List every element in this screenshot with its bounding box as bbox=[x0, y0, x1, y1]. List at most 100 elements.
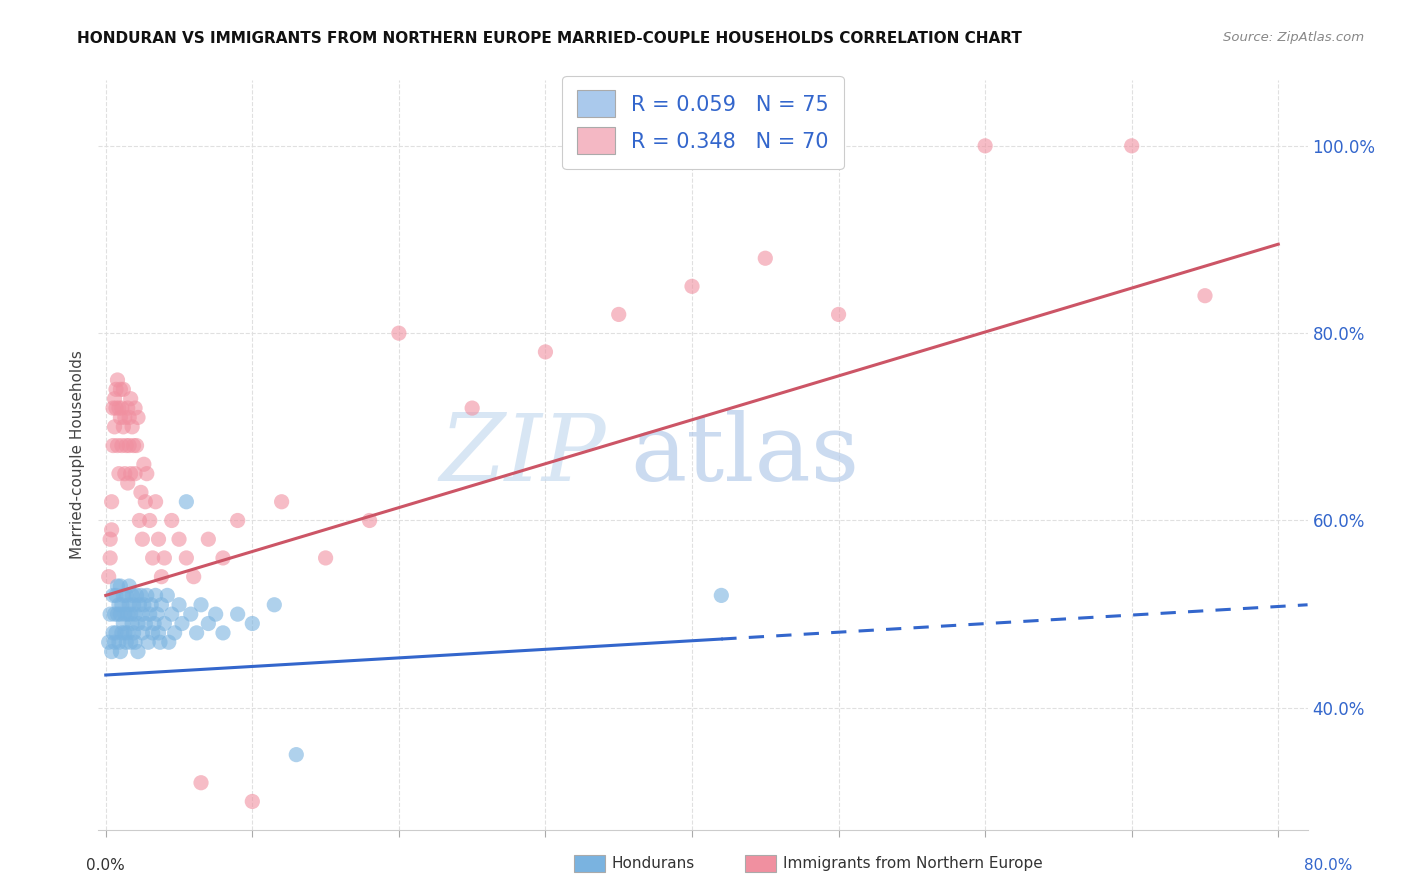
Legend: R = 0.059   N = 75, R = 0.348   N = 70: R = 0.059 N = 75, R = 0.348 N = 70 bbox=[562, 76, 844, 169]
Point bbox=[160, 607, 183, 621]
Point bbox=[120, 635, 142, 649]
Point bbox=[103, 607, 125, 621]
Point bbox=[108, 598, 131, 612]
Point bbox=[100, 494, 122, 508]
Point bbox=[107, 438, 129, 452]
Text: Source: ZipAtlas.com: Source: ZipAtlas.com bbox=[1223, 31, 1364, 45]
Point bbox=[105, 589, 128, 603]
Point bbox=[226, 514, 249, 528]
Point bbox=[145, 589, 167, 603]
Point bbox=[149, 635, 172, 649]
Point bbox=[607, 307, 630, 322]
Point bbox=[163, 626, 186, 640]
Point bbox=[107, 373, 129, 387]
Point bbox=[204, 607, 226, 621]
Point bbox=[98, 550, 121, 566]
Point bbox=[110, 644, 132, 658]
Point bbox=[270, 494, 292, 508]
Point bbox=[114, 626, 136, 640]
Point bbox=[103, 635, 125, 649]
Point bbox=[128, 598, 150, 612]
Point bbox=[114, 607, 136, 621]
Point bbox=[108, 401, 131, 416]
Point bbox=[121, 589, 143, 603]
Point bbox=[124, 401, 146, 416]
Point bbox=[190, 776, 212, 790]
Point bbox=[974, 138, 997, 153]
Point bbox=[129, 589, 152, 603]
Text: Immigrants from Northern Europe: Immigrants from Northern Europe bbox=[783, 856, 1043, 871]
Point bbox=[197, 532, 219, 546]
Point bbox=[105, 382, 128, 396]
Point bbox=[117, 401, 139, 416]
Point bbox=[110, 579, 132, 593]
Point bbox=[112, 616, 135, 631]
Point bbox=[117, 626, 139, 640]
Point bbox=[186, 626, 208, 640]
Point bbox=[114, 467, 136, 481]
Point bbox=[105, 626, 128, 640]
Point bbox=[138, 607, 160, 621]
Point bbox=[131, 532, 153, 546]
Point bbox=[143, 616, 166, 631]
Point bbox=[135, 589, 157, 603]
Point bbox=[107, 607, 129, 621]
Point bbox=[125, 589, 148, 603]
Point bbox=[190, 598, 212, 612]
Point bbox=[110, 410, 132, 425]
Point bbox=[110, 607, 132, 621]
Point bbox=[148, 626, 170, 640]
Point bbox=[135, 467, 157, 481]
Point bbox=[315, 550, 337, 566]
Point bbox=[240, 616, 263, 631]
Point bbox=[101, 401, 124, 416]
Point bbox=[100, 523, 122, 537]
Point bbox=[285, 747, 308, 762]
Point bbox=[118, 438, 141, 452]
Point bbox=[359, 514, 381, 528]
Point bbox=[107, 579, 129, 593]
Point bbox=[114, 410, 136, 425]
Point bbox=[97, 569, 120, 583]
Point bbox=[111, 626, 134, 640]
Bar bbox=[574, 855, 605, 872]
Point bbox=[263, 598, 285, 612]
Point bbox=[128, 514, 150, 528]
Text: atlas: atlas bbox=[630, 410, 859, 500]
Point bbox=[138, 514, 160, 528]
Point bbox=[120, 467, 142, 481]
Point bbox=[108, 635, 131, 649]
Point bbox=[176, 494, 198, 508]
Point bbox=[156, 589, 179, 603]
Point bbox=[136, 635, 159, 649]
Point bbox=[160, 514, 183, 528]
Point bbox=[101, 438, 124, 452]
Point bbox=[97, 635, 120, 649]
Point bbox=[132, 457, 155, 471]
Point bbox=[240, 795, 263, 809]
Point bbox=[1121, 138, 1143, 153]
Text: HONDURAN VS IMMIGRANTS FROM NORTHERN EUROPE MARRIED-COUPLE HOUSEHOLDS CORRELATIO: HONDURAN VS IMMIGRANTS FROM NORTHERN EUR… bbox=[77, 31, 1022, 46]
Point bbox=[125, 438, 148, 452]
Point bbox=[1194, 288, 1216, 302]
Text: 80.0%: 80.0% bbox=[1305, 858, 1353, 872]
Text: ZIP: ZIP bbox=[440, 410, 606, 500]
Point bbox=[129, 485, 152, 500]
Point bbox=[183, 569, 205, 583]
Bar bbox=[745, 855, 776, 872]
Point bbox=[98, 532, 121, 546]
Point bbox=[827, 307, 849, 322]
Point bbox=[142, 626, 165, 640]
Point bbox=[111, 401, 134, 416]
Point bbox=[180, 607, 202, 621]
Point bbox=[153, 616, 176, 631]
Point bbox=[131, 607, 153, 621]
Point bbox=[100, 644, 122, 658]
Point bbox=[101, 626, 124, 640]
Point bbox=[115, 635, 138, 649]
Point bbox=[461, 401, 484, 416]
Point bbox=[754, 252, 776, 266]
Point bbox=[112, 589, 135, 603]
Point bbox=[111, 598, 134, 612]
Y-axis label: Married-couple Households: Married-couple Households bbox=[69, 351, 84, 559]
